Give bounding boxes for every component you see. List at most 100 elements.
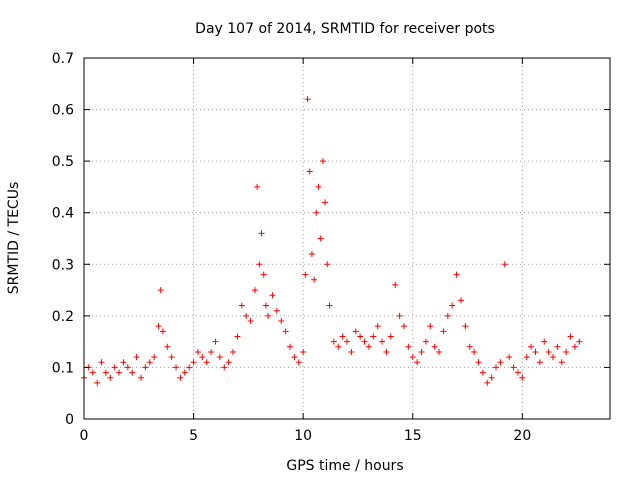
y-tick-label: 0.4 — [52, 206, 74, 222]
data-point — [107, 374, 114, 381]
chart-title: Day 107 of 2014, SRMTID for receiver pot… — [195, 21, 495, 37]
data-point — [462, 323, 469, 330]
x-axis-title: GPS time / hours — [286, 458, 403, 474]
data-point — [545, 348, 552, 355]
data-point — [304, 96, 311, 103]
x-tick-labels: 0 5 10 15 20 — [80, 428, 532, 444]
data-point — [238, 302, 245, 309]
data-point — [142, 364, 149, 371]
data-point — [208, 348, 215, 355]
data-point — [317, 235, 324, 242]
data-point — [269, 292, 276, 299]
data-point — [576, 338, 583, 345]
data-point — [361, 338, 368, 345]
data-point — [379, 338, 386, 345]
data-point — [308, 250, 315, 257]
data-point — [374, 323, 381, 330]
data-point — [392, 281, 399, 288]
data-point — [243, 312, 250, 319]
data-point — [471, 348, 478, 355]
data-point — [357, 333, 364, 340]
data-point — [427, 323, 434, 330]
data-point — [409, 354, 416, 361]
data-point — [383, 348, 390, 355]
data-point — [302, 271, 309, 278]
data-point — [159, 328, 166, 335]
data-point — [306, 168, 313, 175]
data-point — [216, 354, 223, 361]
data-point — [501, 261, 508, 268]
x-tick-label: 0 — [80, 428, 89, 444]
data-point — [258, 230, 265, 237]
data-point — [396, 312, 403, 319]
data-point — [488, 374, 495, 381]
data-point — [567, 333, 574, 340]
data-point — [186, 364, 193, 371]
x-tick-label: 5 — [189, 428, 198, 444]
data-point — [265, 312, 272, 319]
data-point — [225, 359, 232, 366]
data-point — [102, 369, 109, 376]
x-tick-label: 15 — [404, 428, 422, 444]
data-point — [457, 297, 464, 304]
data-point — [260, 271, 267, 278]
y-tick-label: 0 — [65, 412, 74, 428]
y-tick-label: 0.2 — [52, 309, 74, 325]
data-point — [282, 328, 289, 335]
data-point — [322, 199, 329, 206]
plot-frame — [83, 57, 611, 420]
data-point — [497, 359, 504, 366]
data-point — [251, 287, 258, 294]
data-point — [319, 158, 326, 165]
data-point — [98, 359, 105, 366]
y-tick-label: 0.1 — [52, 360, 74, 376]
data-point — [155, 323, 162, 330]
data-point — [230, 348, 237, 355]
data-point — [348, 348, 355, 355]
data-point — [116, 369, 123, 376]
data-point — [94, 379, 101, 386]
data-point — [256, 261, 263, 268]
data-point — [558, 359, 565, 366]
y-tick-label: 0.7 — [52, 51, 74, 67]
data-point — [190, 359, 197, 366]
data-point — [370, 333, 377, 340]
x-tick-label: 10 — [294, 428, 312, 444]
data-point — [324, 261, 331, 268]
data-point — [453, 271, 460, 278]
data-point — [311, 276, 318, 283]
data-point — [295, 359, 302, 366]
data-point — [146, 359, 153, 366]
data-point — [519, 374, 526, 381]
data-point — [422, 338, 429, 345]
data-point — [315, 183, 322, 190]
data-point — [400, 323, 407, 330]
data-point — [181, 369, 188, 376]
data-point — [194, 348, 201, 355]
data-point — [287, 343, 294, 350]
data-point — [203, 359, 210, 366]
data-point — [247, 318, 254, 325]
data-point — [479, 369, 486, 376]
data-points — [81, 96, 583, 386]
data-point — [536, 359, 543, 366]
data-point — [523, 354, 530, 361]
grid — [84, 58, 610, 419]
data-point — [221, 364, 228, 371]
data-point — [157, 287, 164, 294]
data-point — [137, 374, 144, 381]
data-point — [506, 354, 513, 361]
data-point — [440, 328, 447, 335]
data-point — [436, 348, 443, 355]
data-point — [418, 348, 425, 355]
data-point — [133, 354, 140, 361]
data-point — [199, 354, 206, 361]
data-point — [313, 209, 320, 216]
data-point — [120, 359, 127, 366]
data-point — [532, 348, 539, 355]
data-point — [89, 369, 96, 376]
data-point — [278, 318, 285, 325]
data-point — [262, 302, 269, 309]
data-point — [151, 354, 158, 361]
